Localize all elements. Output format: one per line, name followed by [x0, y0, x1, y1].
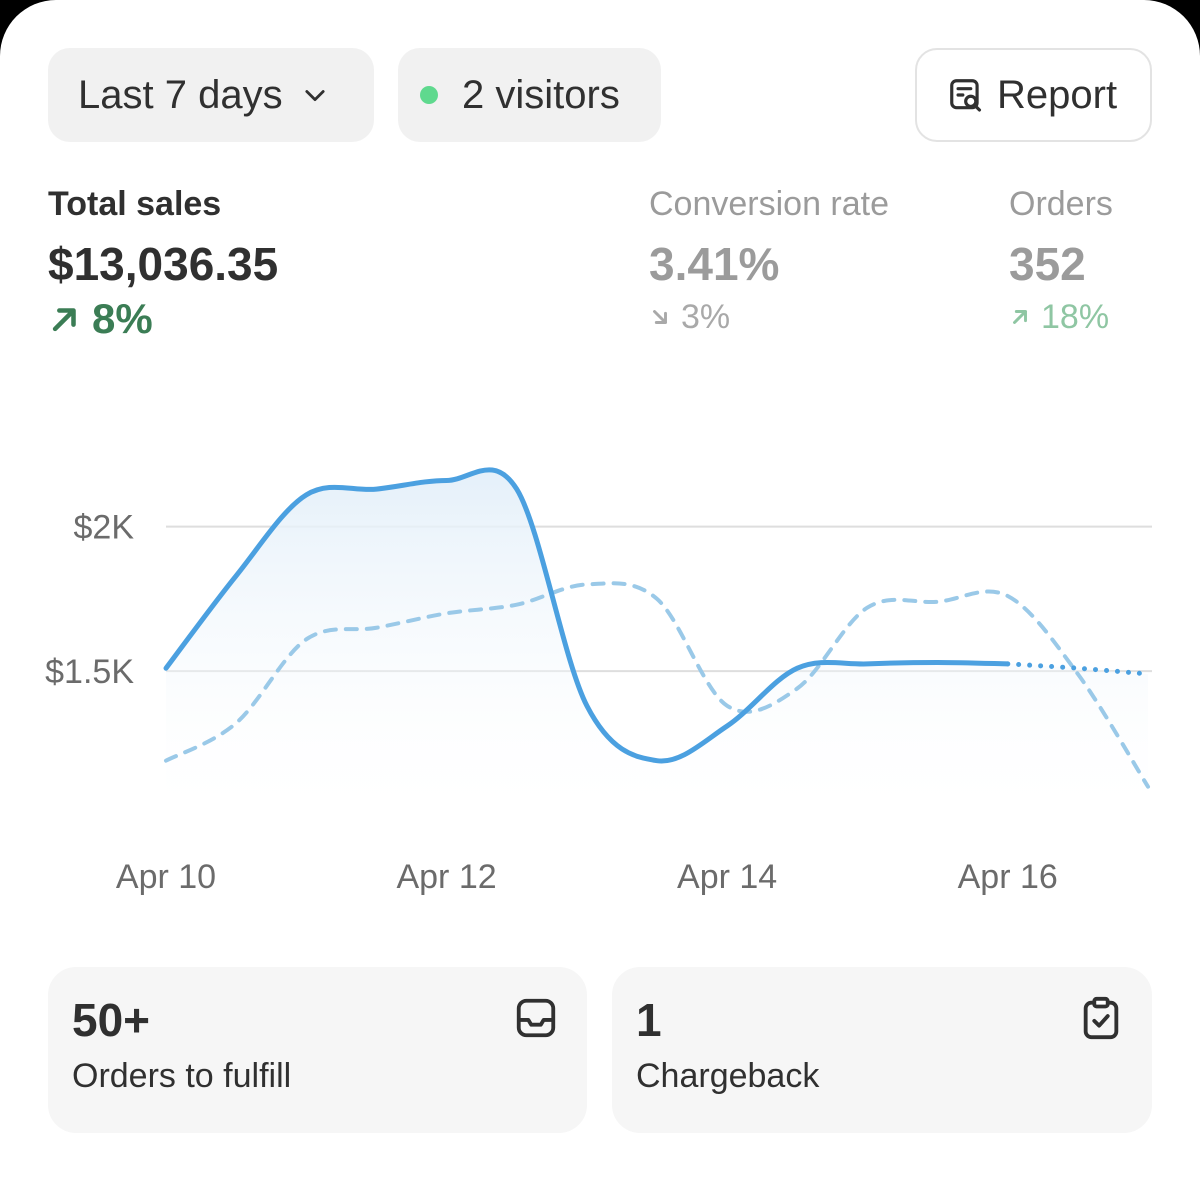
- clipboard-check-icon: [1083, 996, 1119, 1040]
- orders-label: Orders: [1009, 185, 1113, 223]
- total-sales-value: $13,036.35: [48, 238, 279, 290]
- metric-conversion-rate[interactable]: Conversion rate 3.41% 3%: [649, 184, 889, 338]
- chargeback-label: Chargeback: [636, 1057, 820, 1095]
- series-area-fill: [166, 469, 1148, 830]
- orders-to-fulfill-count: 50+: [72, 994, 151, 1046]
- live-visitors-pill[interactable]: 2 visitors: [398, 48, 661, 142]
- date-range-label: Last 7 days: [78, 72, 283, 117]
- arrow-up-right-icon: [1013, 310, 1027, 324]
- total-sales-change-value: 8%: [92, 295, 153, 342]
- total-sales-label: Total sales: [48, 185, 222, 223]
- orders-to-fulfill-label: Orders to fulfill: [72, 1057, 292, 1095]
- report-button[interactable]: Report: [915, 48, 1152, 142]
- visitors-label: 2 visitors: [462, 72, 620, 117]
- chevron-down-icon: [305, 90, 325, 102]
- inbox-icon: [516, 998, 556, 1038]
- chargeback-count: 1: [636, 994, 662, 1046]
- total-sales-change: 8%: [48, 296, 278, 342]
- live-dot-icon: [420, 86, 438, 104]
- x-tick-label: Apr 16: [958, 858, 1058, 896]
- y-tick-label: $1.5K: [45, 653, 134, 691]
- metric-orders[interactable]: Orders 352 18%: [1009, 184, 1113, 338]
- x-tick-label: Apr 14: [677, 858, 777, 896]
- conversion-rate-value: 3.41%: [649, 238, 780, 290]
- orders-to-fulfill-tile[interactable]: 50+ Orders to fulfill: [48, 967, 587, 1133]
- current-series-line: [163, 467, 1011, 764]
- x-tick-label: Apr 12: [396, 858, 496, 896]
- sales-line-chart[interactable]: $2K $1.5K Apr 10 Apr 12 Apr 14 Apr 16: [0, 380, 1200, 940]
- comparison-series-line: [164, 581, 1150, 789]
- orders-change: 18%: [1009, 296, 1113, 338]
- conversion-rate-change-value: 3%: [681, 298, 731, 336]
- arrow-down-right-icon: [653, 310, 667, 324]
- orders-value: 352: [1009, 238, 1086, 290]
- x-tick-label: Apr 10: [116, 858, 216, 896]
- conversion-rate-change: 3%: [649, 296, 889, 338]
- metric-total-sales[interactable]: Total sales $13,036.35 8%: [48, 184, 278, 342]
- arrow-up-right-icon: [52, 308, 76, 332]
- conversion-rate-label: Conversion rate: [649, 185, 890, 223]
- orders-change-value: 18%: [1041, 298, 1110, 336]
- date-range-dropdown[interactable]: Last 7 days: [48, 48, 374, 142]
- report-search-icon: [950, 79, 982, 112]
- y-tick-label: $2K: [74, 509, 135, 547]
- report-label: Report: [997, 72, 1118, 117]
- chargeback-tile[interactable]: 1 Chargeback: [612, 967, 1152, 1133]
